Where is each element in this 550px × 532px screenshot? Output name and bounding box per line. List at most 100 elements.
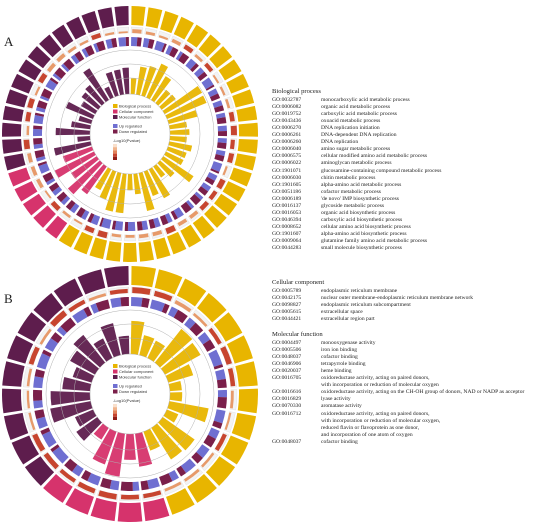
sector-term-ring <box>213 312 243 342</box>
sector-rich-factor-bar <box>138 172 155 211</box>
go-term-row: with incorporation or reduction of molec… <box>272 418 524 425</box>
sector-pvalue-mark <box>132 287 151 295</box>
go-term: cofactor metabolic process <box>321 188 381 195</box>
sector-rich-factor-bar <box>161 156 194 183</box>
sector-term-ring <box>17 312 47 342</box>
sector-rich-factor-bar <box>77 136 91 142</box>
go-id: GO:0016829 <box>272 396 302 403</box>
sector-up-regulated <box>60 195 71 206</box>
sector-rich-factor-bar <box>169 392 183 402</box>
sector-pvalue-mark <box>208 327 222 345</box>
go-term: with incorporation or reduction of molec… <box>321 382 439 389</box>
go-id: GO:0016712 <box>272 410 302 417</box>
legend-label: Up regulated <box>119 124 142 129</box>
sector-term-ring <box>89 237 108 260</box>
sector-rich-factor-bar <box>154 328 193 368</box>
go-term: heme binding <box>321 368 352 375</box>
sector-up-regulated <box>186 199 195 209</box>
legend-gradient-swatch <box>113 404 117 408</box>
sector-term-ring <box>176 278 207 307</box>
sector-pvalue-mark <box>39 328 52 345</box>
sector-down-regulated <box>80 469 92 482</box>
sector-rich-factor-bar <box>92 428 117 465</box>
go-list-heading: Molecular function <box>272 331 323 338</box>
sector-rich-factor-bar <box>74 409 97 427</box>
sector-term-ring <box>197 293 227 323</box>
go-id: GO:0006260 <box>272 139 302 146</box>
sector-rich-factor-bar <box>81 164 107 195</box>
sector-term-ring <box>22 193 46 216</box>
go-term: DNA replication initiation <box>321 125 380 132</box>
sector-pvalue-mark <box>56 53 66 63</box>
sector-pvalue-mark <box>34 86 41 96</box>
sector-down-regulated <box>111 220 117 230</box>
sector-term-ring <box>11 73 34 94</box>
guide-circle <box>59 63 201 205</box>
go-term: monocarboxylic acid metabolic process <box>321 97 410 104</box>
sector-down-regulated <box>125 37 129 47</box>
sector-pvalue-mark <box>224 412 232 431</box>
go-id: GO:0006575 <box>272 153 302 160</box>
sector-up-regulated <box>217 389 227 398</box>
sector-term-ring <box>24 456 55 486</box>
sector-pvalue-mark <box>152 230 163 237</box>
sector-term-ring <box>27 46 51 69</box>
go-id: GO:0005789 <box>272 288 302 295</box>
go-term-row: GO:0016705 oxidoreductase activity, actin… <box>272 375 524 382</box>
sector-pvalue-mark <box>104 31 115 37</box>
go-id: GO:0006270 <box>272 125 302 132</box>
sector-rich-factor-bar <box>81 92 101 110</box>
sector-rich-factor-bar <box>127 173 133 191</box>
sector-down-regulated <box>217 130 227 137</box>
sector-rich-factor-bar <box>124 433 136 460</box>
go-term: alpha-amino acid biosynthetic process <box>321 230 407 237</box>
sector-down-regulated <box>42 349 52 357</box>
sector-rich-factor-bar <box>72 366 95 383</box>
legend-gradient-swatch <box>113 413 117 417</box>
sector-rich-factor-bar <box>62 146 94 163</box>
go-term-row: GO:0009064 glutamine family amino acid me… <box>272 238 441 245</box>
go-term-row: GO:0006040 amino sugar metabolic process <box>272 146 441 153</box>
guide-circle <box>73 77 187 191</box>
sector-up-regulated <box>201 77 214 90</box>
sector-pvalue-mark <box>36 178 44 189</box>
go-id: GO:0042175 <box>272 295 302 302</box>
go-id: GO:0044421 <box>272 316 302 323</box>
sector-pvalue-mark <box>143 490 162 499</box>
go-term-row: GO:0016712 oxidoreductase activity, actin… <box>272 411 524 418</box>
sector-down-regulated <box>197 186 209 196</box>
sector-up-regulated <box>39 95 50 102</box>
sector-rich-factor-bar <box>169 121 188 130</box>
sector-pvalue-mark <box>227 368 236 387</box>
sector-pvalue-mark <box>28 412 36 431</box>
sector-up-regulated <box>118 37 127 47</box>
sector-down-regulated <box>124 221 129 231</box>
go-id: GO:0005615 <box>272 309 302 316</box>
sector-term-ring <box>73 231 94 255</box>
legend-label: Biological process <box>119 364 151 369</box>
sector-rich-factor-bar <box>130 78 137 95</box>
sector-pvalue-mark <box>158 35 169 41</box>
legend-swatch <box>113 129 118 134</box>
sector-pvalue-mark <box>118 31 128 34</box>
go-term: aromatase activity <box>321 403 362 410</box>
sector-term-ring <box>45 215 68 239</box>
sector-term-ring <box>66 16 87 40</box>
legend-gradient-swatch <box>113 407 117 411</box>
sector-up-regulated <box>141 220 149 231</box>
sector-rich-factor-bar <box>147 340 166 362</box>
sector-pvalue-mark <box>88 293 107 302</box>
sector-rich-factor-bar <box>53 141 92 156</box>
sector-up-regulated <box>33 376 44 389</box>
sector-term-ring <box>192 215 215 239</box>
sector-up-regulated <box>56 326 67 337</box>
sector-term-ring <box>65 488 94 515</box>
sector-down-regulated <box>87 213 95 223</box>
sector-down-regulated <box>32 389 43 401</box>
sector-pvalue-mark <box>177 218 188 227</box>
sector-down-regulated <box>216 117 227 125</box>
sector-term-ring <box>226 73 249 94</box>
sector-term-ring <box>14 181 38 202</box>
go-term-row: GO:1901071 glucosamine-containing compoun… <box>272 168 441 175</box>
sector-pvalue-mark <box>199 200 210 211</box>
